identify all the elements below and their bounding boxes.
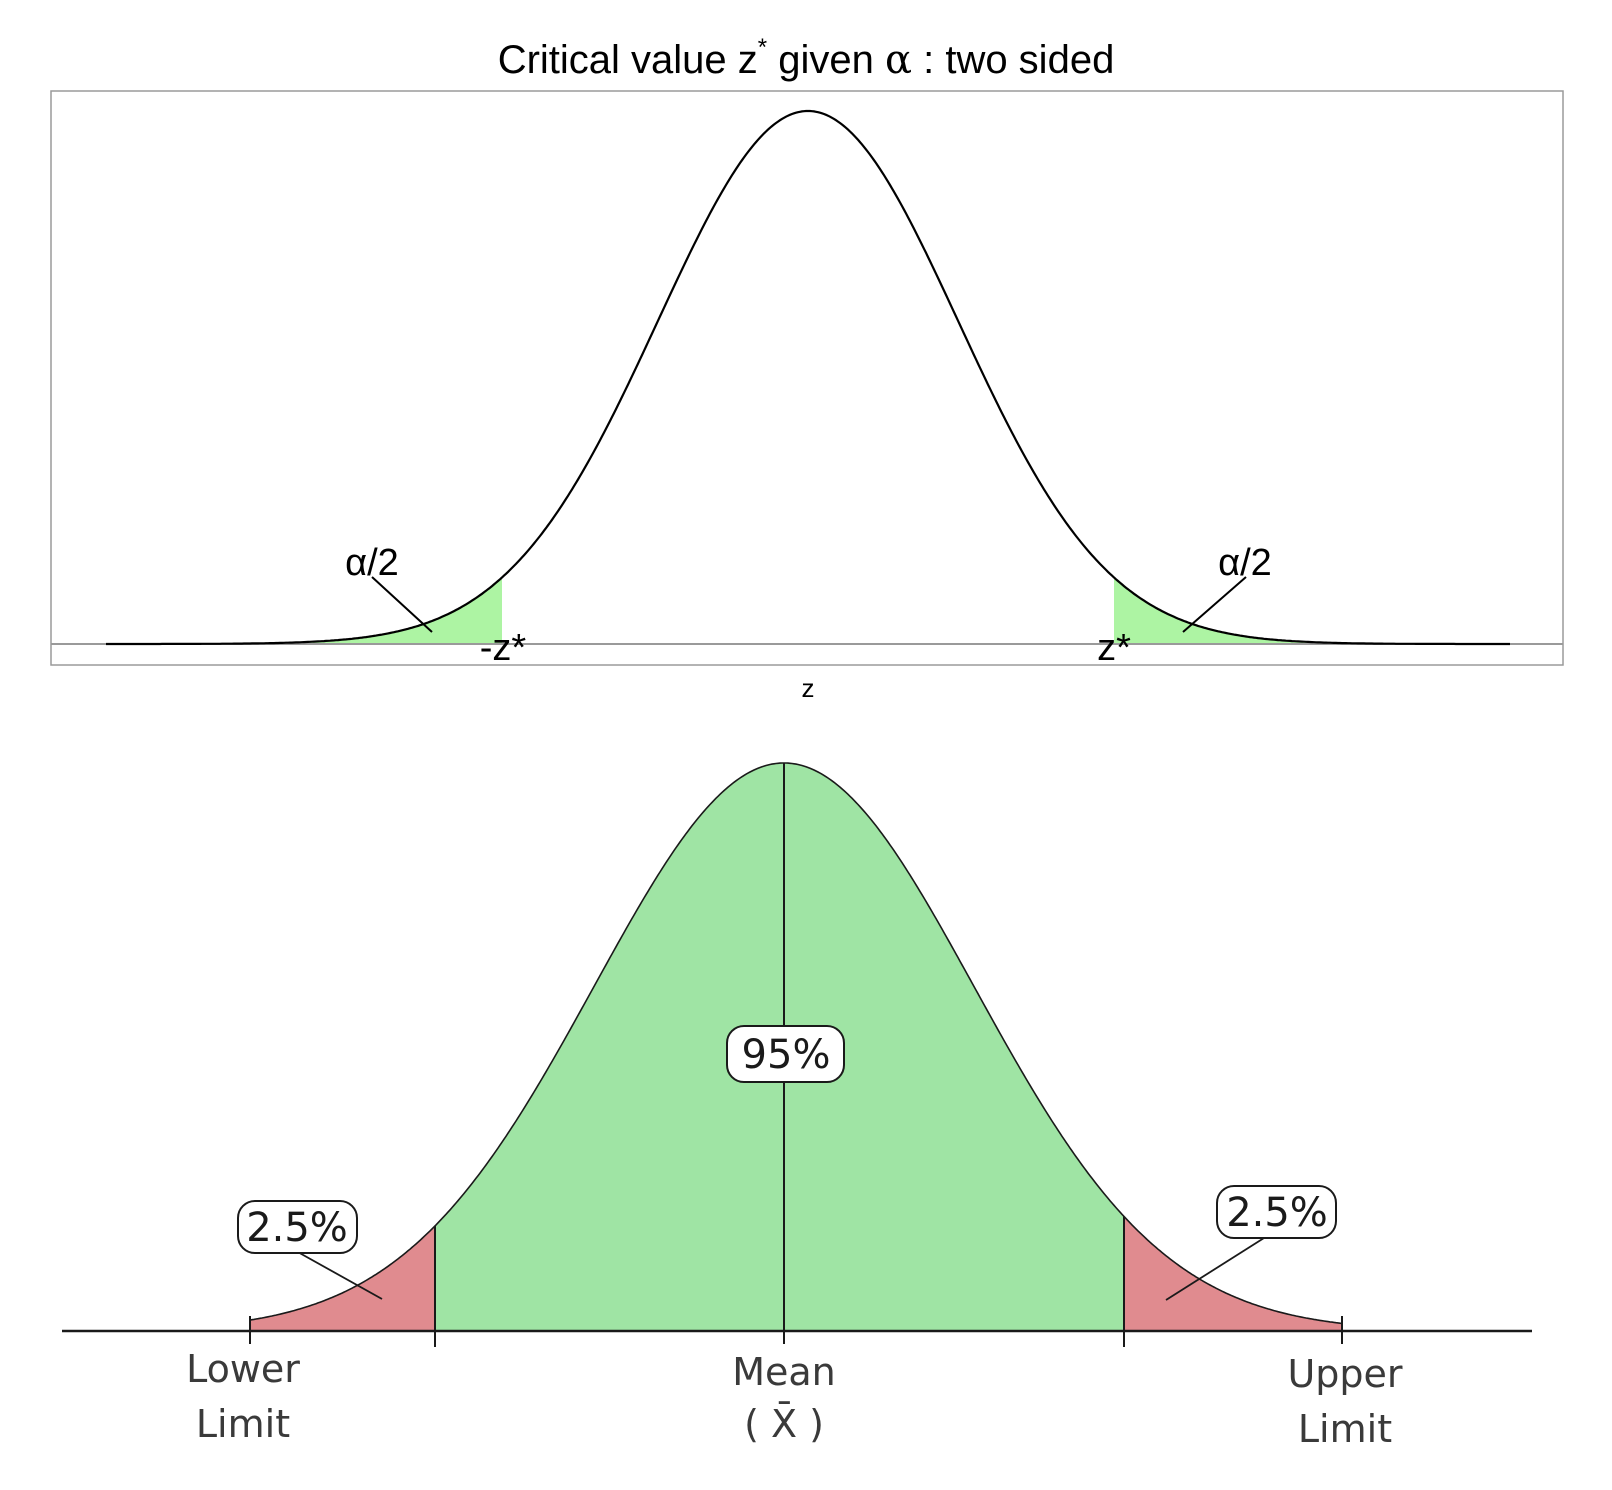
top-right-critical-label: z* (1097, 627, 1131, 669)
center-percent-badge: 95% (726, 1025, 845, 1083)
top-density-curve (106, 109, 1510, 646)
bottom-density-curve (249, 762, 1343, 1325)
upper-limit-label-line2: Limit (1298, 1407, 1392, 1451)
top-left-tail-area (106, 577, 502, 644)
bottom-right-tail-leader (1165, 1237, 1265, 1301)
top-left-tail-leader (371, 576, 433, 633)
top-left-tail-label: α/2 (345, 542, 399, 584)
center-percent-label: 95% (742, 1032, 831, 1078)
mean-label-line2: ( X̄ ) (744, 1402, 824, 1446)
bottom-right-tail-area (1124, 1216, 1342, 1331)
bottom-plot: 95% 2.5% 2.5% Lower Limit Mean ( X̄ ) Up… (62, 762, 1532, 1451)
mean-label-line1: Mean (732, 1350, 836, 1394)
lower-limit-label-line2: Limit (196, 1402, 290, 1446)
top-right-tail-label: α/2 (1218, 542, 1272, 584)
upper-limit-label-line1: Upper (1287, 1352, 1402, 1396)
top-title: Critical value z* given α : two sided (498, 34, 1115, 83)
top-right-tail-area (1114, 577, 1510, 644)
left-tail-percent-badge: 2.5% (237, 1200, 358, 1254)
bottom-left-tail-leader (295, 1250, 383, 1300)
bottom-left-tail-area (250, 1225, 435, 1331)
right-tail-percent-label: 2.5% (1226, 1190, 1328, 1236)
top-plot: α/2 α/2 -z* z* z (50, 90, 1564, 703)
lower-limit-label-line1: Lower (186, 1347, 300, 1391)
top-plot-frame (50, 90, 1564, 666)
right-tail-percent-badge: 2.5% (1216, 1185, 1337, 1239)
top-x-axis-label: z (802, 673, 815, 703)
top-left-critical-label: -z* (480, 627, 527, 669)
left-tail-percent-label: 2.5% (246, 1205, 348, 1251)
top-right-tail-leader (1182, 576, 1247, 633)
